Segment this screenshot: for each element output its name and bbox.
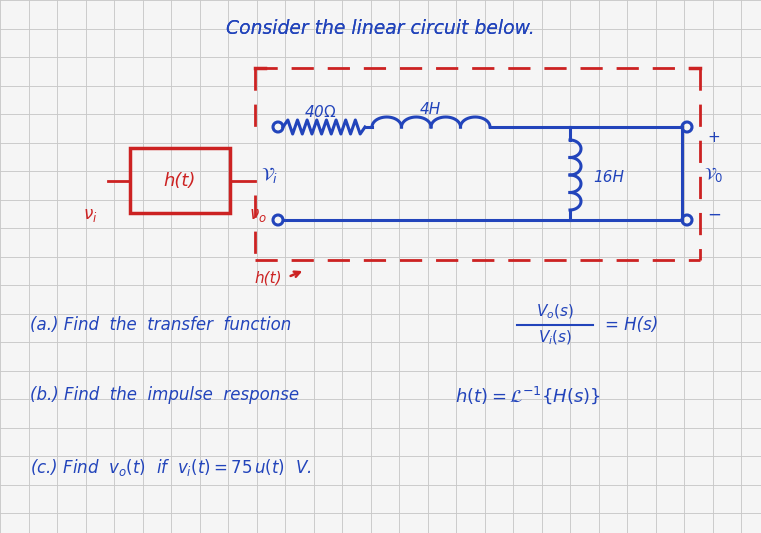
Text: $\mathcal{V}_i$: $\mathcal{V}_i$ [262, 165, 279, 185]
Text: +: + [708, 131, 721, 146]
Text: Consider the linear circuit below.: Consider the linear circuit below. [225, 19, 534, 37]
Text: (c.) Find  $v_o(t)$  if  $v_i(t) = 75\,u(t)$  V.: (c.) Find $v_o(t)$ if $v_i(t) = 75\,u(t)… [30, 457, 311, 479]
Text: 16H: 16H [593, 171, 624, 185]
Text: Consider the linear circuit below.: Consider the linear circuit below. [225, 19, 534, 37]
Text: $\mathcal{V}_0$: $\mathcal{V}_0$ [704, 166, 724, 184]
Text: −: − [707, 206, 721, 224]
Text: $\nu_i$: $\nu_i$ [83, 206, 97, 224]
Bar [130, 148, 230, 213]
Text: h(t): h(t) [254, 271, 282, 286]
Text: = H(s): = H(s) [605, 316, 658, 334]
Text: $h(t) = \mathcal{L}^{-1}\{H(s)\}$: $h(t) = \mathcal{L}^{-1}\{H(s)\}$ [455, 384, 601, 406]
Text: 40$\Omega$: 40$\Omega$ [304, 104, 336, 120]
Text: 4H: 4H [419, 102, 441, 117]
Text: $\nu_o$: $\nu_o$ [249, 206, 267, 224]
Text: (b.) Find  the  impulse  response: (b.) Find the impulse response [30, 386, 299, 404]
Text: h(t): h(t) [164, 172, 196, 190]
Text: (a.) Find  the  transfer  function: (a.) Find the transfer function [30, 316, 291, 334]
Text: $V_i(s)$: $V_i(s)$ [538, 329, 572, 347]
Text: $V_o(s)$: $V_o(s)$ [536, 303, 574, 321]
